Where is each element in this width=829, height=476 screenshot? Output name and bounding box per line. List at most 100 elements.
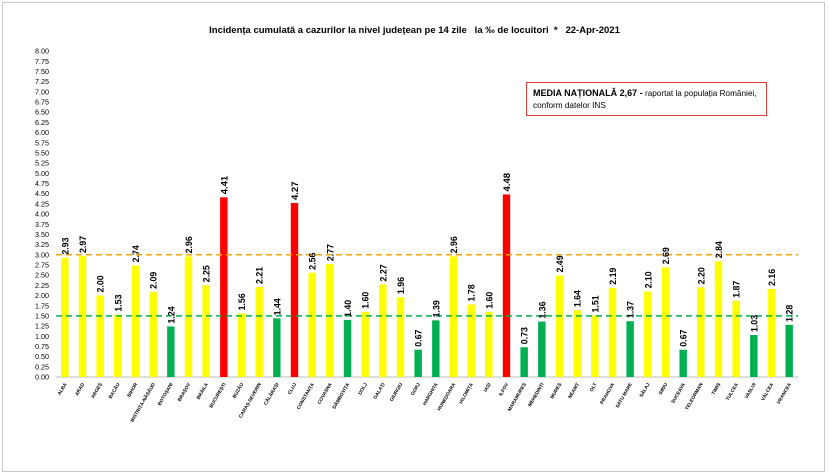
value-label: 1.36 bbox=[537, 301, 547, 318]
value-label: 2.96 bbox=[449, 236, 459, 253]
x-tick-label: GORJ bbox=[410, 382, 422, 397]
bar bbox=[149, 291, 157, 377]
y-tick-label: 8.00 bbox=[35, 47, 49, 56]
bar bbox=[644, 291, 652, 377]
x-tick-label: TULCEA bbox=[725, 382, 740, 402]
value-label: 0.73 bbox=[520, 327, 530, 344]
y-tick-label: 6.50 bbox=[35, 108, 49, 117]
y-tick-label: 4.50 bbox=[35, 189, 49, 198]
x-tick-label: CĂLĂRAȘI bbox=[262, 381, 281, 407]
bar bbox=[131, 265, 140, 377]
bar bbox=[449, 256, 458, 377]
y-tick-label: 4.00 bbox=[35, 210, 49, 219]
y-tick-label: 4.75 bbox=[35, 179, 49, 188]
y-tick-label: 5.25 bbox=[35, 159, 49, 168]
value-label: 0.67 bbox=[679, 329, 689, 346]
x-tick-label: ILFOV bbox=[498, 381, 511, 397]
y-tick-label: 2.50 bbox=[35, 271, 49, 280]
value-label: 2.10 bbox=[643, 271, 653, 288]
value-label: 4.27 bbox=[290, 181, 301, 200]
x-tick-label: NEAMȚ bbox=[567, 382, 581, 400]
value-label: 1.44 bbox=[272, 298, 282, 315]
x-tick-label: ARGEȘ bbox=[90, 381, 104, 399]
y-tick-label: 3.50 bbox=[35, 230, 49, 239]
value-label: 1.39 bbox=[431, 300, 441, 317]
y-tick-label: 0.50 bbox=[35, 352, 49, 361]
x-tick-label: HARGHITA bbox=[422, 382, 440, 407]
x-tick-label: SUCEAVA bbox=[670, 382, 687, 405]
x-tick-label: CONSTANȚA bbox=[296, 382, 316, 411]
x-tick-label: MUREȘ bbox=[549, 381, 563, 400]
value-label: 1.51 bbox=[590, 295, 600, 312]
value-label: 2.74 bbox=[131, 245, 141, 262]
bar bbox=[61, 257, 69, 377]
x-tick-label: COVASNA bbox=[317, 382, 334, 406]
bar bbox=[78, 255, 87, 377]
y-tick-label: 3.00 bbox=[35, 250, 49, 259]
bar bbox=[237, 313, 246, 377]
x-tick-label: TIMIȘ bbox=[711, 381, 723, 396]
value-label: 2.93 bbox=[60, 237, 70, 254]
y-tick-label: 1.50 bbox=[35, 311, 49, 320]
y-tick-label: 2.25 bbox=[35, 281, 49, 290]
x-tick-label: CLUJ bbox=[287, 382, 299, 396]
bar bbox=[485, 311, 493, 377]
y-tick-label: 7.75 bbox=[35, 57, 49, 66]
value-label: 1.87 bbox=[732, 281, 742, 298]
value-label: 0.67 bbox=[414, 329, 424, 346]
y-tick-label: 7.00 bbox=[35, 87, 49, 96]
x-tick-label: HUNEDOARA bbox=[436, 382, 457, 412]
x-tick-label: VÂLCEA bbox=[759, 381, 775, 402]
value-label: 1.78 bbox=[467, 284, 477, 301]
bar bbox=[220, 197, 228, 377]
bar bbox=[679, 349, 687, 377]
bar bbox=[290, 202, 299, 377]
national-average-note: MEDIA NAȚIONALĂ 2,67 - raportat la popul… bbox=[526, 82, 767, 116]
bar bbox=[732, 300, 740, 377]
bar bbox=[591, 315, 599, 377]
value-label: 2.49 bbox=[555, 255, 565, 272]
bar bbox=[96, 295, 104, 377]
x-tick-label: ALBA bbox=[57, 382, 69, 397]
bar bbox=[785, 324, 793, 377]
y-tick-label: 1.25 bbox=[35, 322, 49, 331]
y-tick-label: 3.75 bbox=[35, 220, 49, 229]
y-tick-label: 0.00 bbox=[35, 373, 49, 382]
bar bbox=[750, 335, 758, 377]
value-label: 1.40 bbox=[343, 300, 353, 317]
national-average-label: MEDIA NAȚIONALĂ 2,67 - bbox=[533, 88, 643, 98]
y-tick-label: 6.00 bbox=[35, 128, 49, 137]
bar bbox=[361, 311, 369, 377]
chart-title: Incidența cumulată a cazurilor la nivel … bbox=[209, 25, 620, 36]
y-tick-label: 0.25 bbox=[35, 362, 49, 371]
bar bbox=[608, 287, 617, 377]
value-label: 2.27 bbox=[378, 264, 388, 281]
y-tick-label: 6.25 bbox=[35, 118, 49, 127]
value-label: 2.96 bbox=[184, 236, 194, 253]
bar bbox=[379, 284, 387, 377]
value-label: 2.19 bbox=[608, 268, 618, 285]
bar bbox=[202, 285, 210, 377]
x-tick-label: SĂLAJ bbox=[638, 381, 652, 398]
bar bbox=[114, 314, 122, 377]
x-tick-label: PRAHOVA bbox=[599, 382, 616, 406]
bar bbox=[502, 194, 511, 377]
bar bbox=[343, 319, 352, 377]
x-tick-label: ARAD bbox=[74, 382, 86, 397]
value-label: 2.16 bbox=[767, 269, 777, 286]
y-tick-label: 6.75 bbox=[35, 98, 49, 107]
value-label: 1.53 bbox=[113, 294, 123, 311]
y-tick-label: 0.75 bbox=[35, 342, 49, 351]
x-tick-label: MEHEDINȚI bbox=[527, 381, 546, 407]
value-label: 2.56 bbox=[308, 252, 318, 269]
x-tick-label: GALAȚI bbox=[372, 381, 386, 400]
bar bbox=[555, 275, 564, 377]
x-tick-label: OLT bbox=[589, 382, 599, 393]
value-label: 1.24 bbox=[166, 306, 176, 323]
value-label: 1.60 bbox=[484, 292, 494, 309]
value-label: 1.96 bbox=[396, 277, 406, 294]
x-tick-label: BRĂILA bbox=[195, 381, 210, 401]
